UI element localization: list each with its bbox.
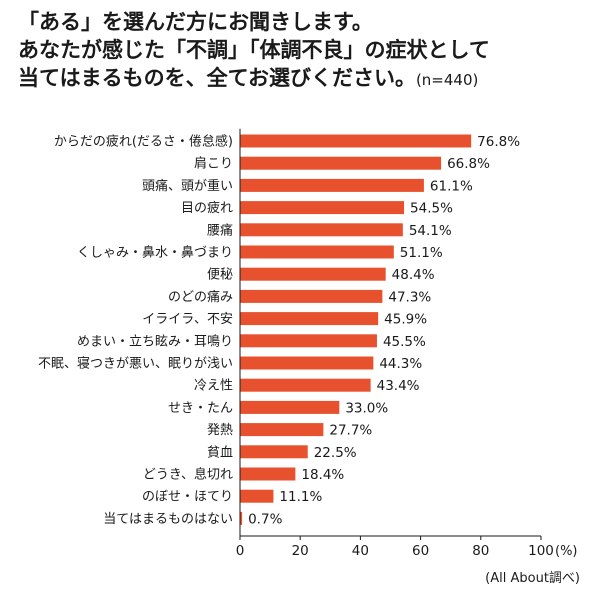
- bar: [240, 289, 383, 303]
- value-label: 54.5%: [410, 201, 453, 217]
- bar: [240, 423, 324, 437]
- bar: [240, 312, 379, 326]
- bar: [240, 178, 424, 192]
- value-label: 44.3%: [379, 356, 422, 372]
- bar: [240, 467, 296, 481]
- category-label: のぼせ・ほてり: [142, 490, 233, 505]
- value-label: 66.8%: [447, 156, 490, 172]
- x-tick-label: 80: [472, 543, 489, 559]
- x-tick-label: 20: [292, 543, 309, 559]
- x-tick-label: 40: [352, 543, 369, 559]
- category-label: のどの痛み: [168, 289, 233, 305]
- category-label: 頭痛、頭が重い: [142, 178, 233, 194]
- value-label: 47.3%: [388, 289, 431, 305]
- category-label: 不眠、寝つきが悪い、眠りが浅い: [38, 356, 233, 372]
- category-label: 冷え性: [194, 379, 233, 394]
- category-label: 便秘: [207, 268, 233, 283]
- category-label: どうき、息切れ: [143, 467, 233, 483]
- bar: [240, 267, 386, 281]
- x-tick-label: 60: [412, 543, 429, 559]
- bar: [240, 445, 308, 459]
- category-label: くしゃみ・鼻水・鼻づまり: [77, 245, 233, 261]
- source-note: (All About調べ): [485, 571, 580, 586]
- bar: [240, 356, 374, 370]
- value-label: 33.0%: [345, 400, 388, 416]
- value-label: 45.5%: [383, 334, 426, 350]
- x-tick-label: 100: [528, 543, 554, 559]
- category-label: せき・たん: [168, 401, 233, 416]
- bar: [240, 400, 340, 414]
- value-label: 45.9%: [384, 312, 427, 328]
- x-tick-label: 0: [236, 543, 245, 559]
- bar: [240, 511, 243, 525]
- x-axis-unit: (%): [555, 544, 578, 559]
- sample-size: (n=440): [415, 71, 479, 89]
- chart-title: 「ある」を選んだ方にお聞きします。 あなたが感じた「不調」「体調不良」の症状とし…: [18, 8, 588, 94]
- bar: [240, 245, 394, 259]
- value-label: 54.1%: [409, 223, 452, 239]
- bar: [240, 201, 405, 215]
- value-label: 51.1%: [400, 245, 443, 261]
- bar: [240, 156, 442, 170]
- bar: [240, 334, 377, 348]
- title-line-3: 当てはまるものを、全てお選びください。(n=440): [18, 64, 588, 94]
- value-label: 43.4%: [377, 378, 420, 394]
- title-line-1: 「ある」を選んだ方にお聞きします。: [18, 10, 373, 34]
- value-label: 11.1%: [279, 489, 322, 505]
- value-label: 22.5%: [314, 445, 357, 461]
- category-label: 貧血: [207, 445, 233, 460]
- category-label: 肩こり: [194, 156, 233, 172]
- bar: [240, 489, 274, 503]
- bar: [240, 134, 472, 148]
- bar: [240, 378, 371, 392]
- category-label: からだの疲れ(だるさ・倦怠感): [54, 134, 233, 150]
- category-label: 目の疲れ: [181, 200, 233, 216]
- category-label: イライラ、不安: [142, 312, 233, 327]
- category-label: 発熱: [207, 423, 233, 438]
- value-label: 27.7%: [329, 423, 372, 439]
- title-line-2: あなたが感じた「不調」「体調不良」の症状として: [18, 38, 490, 62]
- value-label: 76.8%: [477, 134, 520, 150]
- value-label: 61.1%: [430, 178, 473, 194]
- category-label: 当てはまるものはない: [103, 512, 233, 527]
- category-label: めまい・立ち眩み・耳鳴り: [77, 333, 233, 349]
- value-label: 0.7%: [248, 511, 282, 527]
- value-label: 48.4%: [392, 267, 435, 283]
- category-label: 腰痛: [207, 222, 233, 238]
- bar: [240, 223, 403, 237]
- value-label: 18.4%: [301, 467, 344, 483]
- title-line-3-text: 当てはまるものを、全てお選びください。: [18, 66, 416, 90]
